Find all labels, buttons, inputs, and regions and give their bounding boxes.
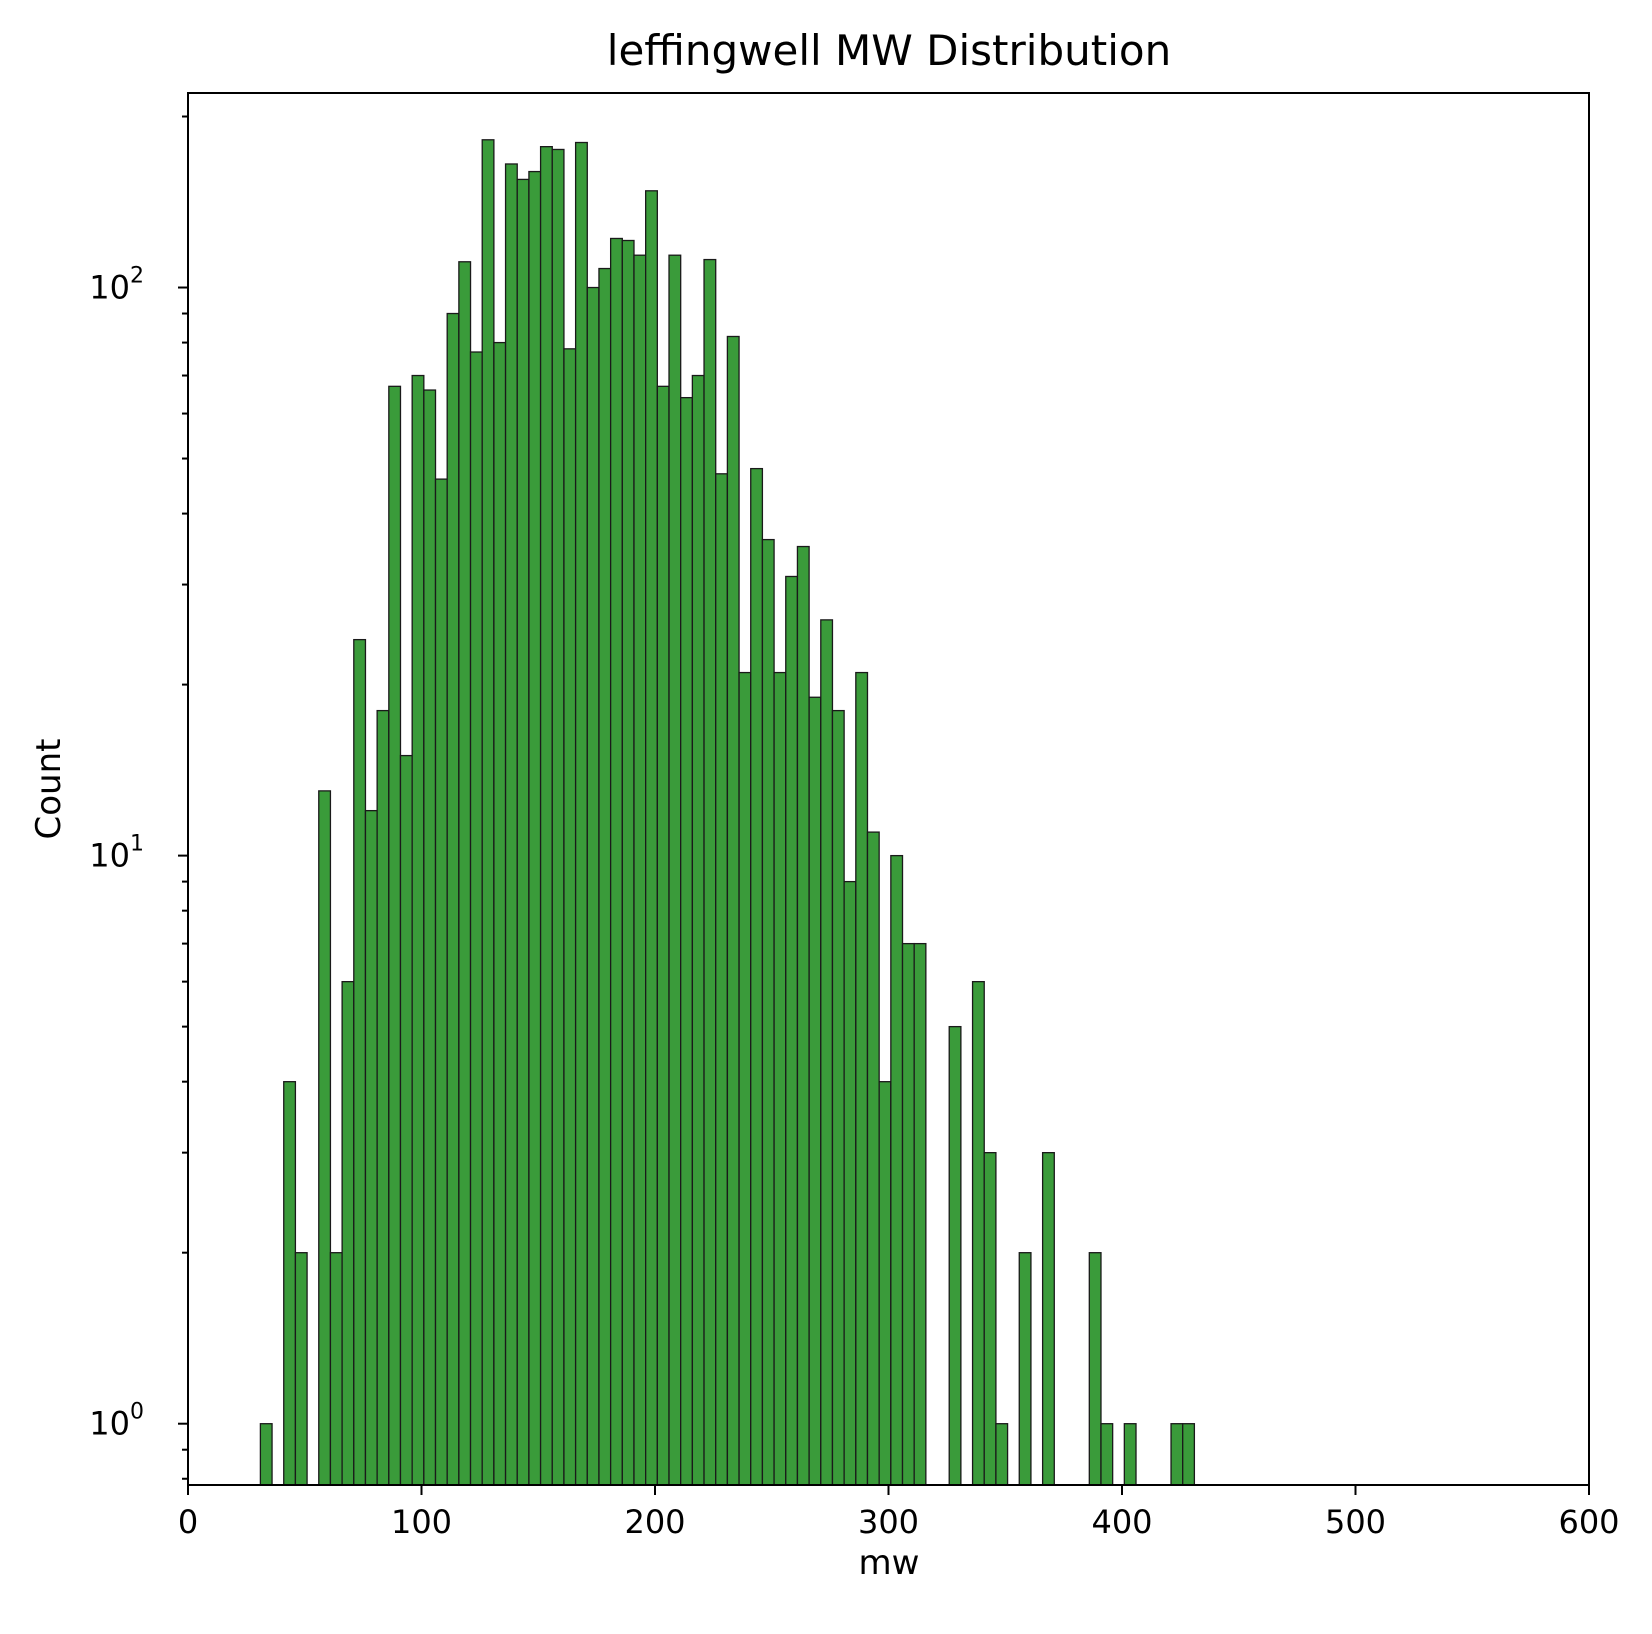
y-tick-label: 100	[89, 1400, 144, 1443]
histogram-bar	[329, 1252, 343, 1486]
histogram-bar	[808, 696, 822, 1486]
histogram-bar	[423, 389, 437, 1486]
histogram-bar	[528, 170, 542, 1486]
histogram-bar	[493, 341, 507, 1486]
histogram-bar	[995, 1423, 1009, 1486]
histogram-bar	[294, 1252, 308, 1486]
histogram-bar	[411, 374, 425, 1486]
histogram-bar	[1170, 1423, 1184, 1486]
histogram-bar	[609, 237, 623, 1486]
histogram-bar	[318, 790, 332, 1486]
histogram-bar	[364, 809, 378, 1486]
histogram-bar	[645, 190, 658, 1486]
histogram-bar	[890, 854, 904, 1486]
histogram-bar	[481, 139, 495, 1486]
y-axis-label: Count	[29, 739, 69, 840]
histogram-bar	[621, 239, 635, 1486]
histogram-bar	[901, 942, 915, 1486]
histogram-bar	[376, 709, 390, 1486]
histogram-bar	[504, 163, 518, 1486]
histogram-bar	[1088, 1252, 1102, 1486]
histogram-bar	[469, 351, 483, 1486]
histogram-bar	[551, 148, 565, 1486]
x-tick-label: 500	[1325, 1503, 1386, 1541]
histogram-bar	[446, 312, 460, 1486]
x-tick-label: 200	[624, 1503, 685, 1541]
histogram-bar	[388, 385, 402, 1486]
histogram-bar	[283, 1081, 297, 1486]
y-tick-label: 101	[89, 832, 144, 875]
histogram-bar	[866, 831, 880, 1486]
histogram-bar	[668, 254, 682, 1486]
histogram-bar	[820, 619, 834, 1486]
histogram-bar	[1182, 1423, 1196, 1486]
histogram-bar	[539, 146, 553, 1486]
histogram-bar	[738, 671, 752, 1486]
histogram-bar	[831, 709, 845, 1486]
histogram-bar	[458, 261, 472, 1486]
histogram-bar	[1018, 1252, 1032, 1486]
histogram-bar	[1041, 1152, 1055, 1486]
histogram-bar	[715, 473, 729, 1486]
histogram-bar	[563, 348, 577, 1486]
y-axis: 100 101 102	[89, 115, 188, 1480]
histogram-bar	[259, 1423, 273, 1486]
histogram-bar	[750, 467, 764, 1486]
histogram-bar	[971, 980, 985, 1486]
histogram-bar	[341, 980, 355, 1486]
histogram-bar	[703, 258, 717, 1486]
histogram-bar	[983, 1152, 997, 1486]
histogram-bar	[796, 545, 810, 1486]
histogram-bar	[913, 942, 927, 1486]
histogram-bar	[1123, 1423, 1137, 1486]
histogram-bar	[353, 638, 367, 1486]
histogram-bar	[598, 267, 612, 1486]
histogram-bar	[516, 178, 530, 1486]
chart-title: leffingwell MW Distribution	[607, 26, 1171, 75]
x-tick-label: 600	[1558, 1503, 1619, 1541]
histogram-bar	[1100, 1423, 1114, 1486]
histogram-bar	[726, 335, 740, 1486]
x-tick-label: 400	[1091, 1503, 1152, 1541]
histogram-bar	[680, 396, 694, 1486]
histogram-bar	[785, 575, 799, 1486]
histogram-bar	[633, 254, 647, 1486]
histogram-bar	[761, 538, 775, 1486]
x-axis-label: mw	[859, 1543, 920, 1583]
histogram-bar	[843, 880, 857, 1486]
bars-group	[259, 139, 1196, 1486]
x-tick-label: 100	[391, 1503, 452, 1541]
histogram-bar	[948, 1025, 962, 1486]
x-tick-label: 0	[178, 1503, 198, 1541]
histogram-bar	[691, 374, 705, 1486]
x-axis: 0 100 200 300 400 500 600	[178, 1485, 1620, 1541]
histogram-bar	[855, 671, 869, 1486]
histogram-bar	[399, 754, 413, 1486]
y-tick-label: 102	[89, 264, 144, 307]
histogram-bar	[878, 1081, 892, 1486]
x-tick-label: 300	[858, 1503, 919, 1541]
histogram-bar	[773, 671, 787, 1486]
histogram-bar	[656, 385, 670, 1486]
histogram-bar	[586, 286, 600, 1486]
histogram-bar	[574, 141, 588, 1486]
histogram-bar	[434, 478, 448, 1486]
